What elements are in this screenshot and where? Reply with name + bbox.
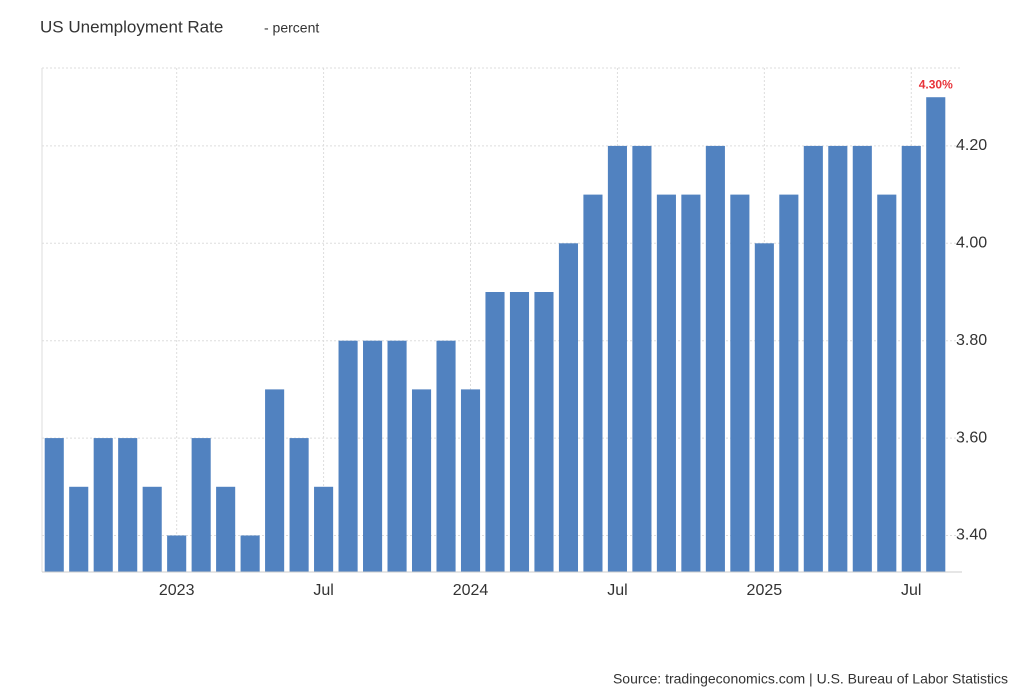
y-tick-label: 4.00 xyxy=(956,235,987,252)
bar xyxy=(167,535,187,572)
bar xyxy=(265,389,285,572)
x-tick-label: Jul xyxy=(607,582,627,599)
bar xyxy=(730,194,750,572)
bar xyxy=(877,194,897,572)
bar xyxy=(216,486,236,572)
y-tick-label: 3.60 xyxy=(956,429,987,446)
bar xyxy=(485,292,505,572)
bar xyxy=(93,438,113,572)
bar xyxy=(69,486,89,572)
value-label: 4.30% xyxy=(919,77,953,91)
bar xyxy=(803,145,823,573)
bar xyxy=(142,486,162,572)
x-tick-label: 2024 xyxy=(453,582,489,599)
bar xyxy=(705,145,725,573)
bar xyxy=(460,389,481,572)
x-tick-label: Jul xyxy=(901,582,921,599)
bar xyxy=(387,340,407,572)
bar xyxy=(852,145,872,573)
bar xyxy=(534,292,554,572)
bar xyxy=(509,292,530,572)
chart-title: US Unemployment Rate xyxy=(40,17,223,36)
bar xyxy=(436,340,456,572)
bar xyxy=(656,194,676,572)
bar xyxy=(411,389,432,572)
bar xyxy=(191,438,211,572)
y-tick-label: 3.40 xyxy=(956,527,987,544)
bar xyxy=(926,97,946,572)
chart-subtitle: - percent xyxy=(264,20,319,36)
bar xyxy=(314,486,334,572)
bar xyxy=(289,438,309,572)
bar xyxy=(779,194,799,572)
x-tick-label: 2025 xyxy=(747,582,783,599)
bar xyxy=(558,243,579,572)
bar xyxy=(363,340,383,572)
bar xyxy=(240,535,260,572)
bar xyxy=(901,145,921,573)
bar xyxy=(828,145,848,573)
source: Source: tradingeconomics.com | U.S. Bure… xyxy=(613,671,1008,687)
bar xyxy=(681,194,701,572)
bar xyxy=(118,438,138,572)
bar xyxy=(754,243,774,572)
bar xyxy=(44,438,64,572)
bar xyxy=(607,145,627,573)
bar xyxy=(583,194,603,572)
y-tick-label: 3.80 xyxy=(956,332,987,349)
x-tick-label: Jul xyxy=(313,582,333,599)
y-tick-label: 4.20 xyxy=(956,137,987,154)
x-tick-label: 2023 xyxy=(159,582,195,599)
bar xyxy=(338,340,358,572)
bar xyxy=(632,145,652,573)
